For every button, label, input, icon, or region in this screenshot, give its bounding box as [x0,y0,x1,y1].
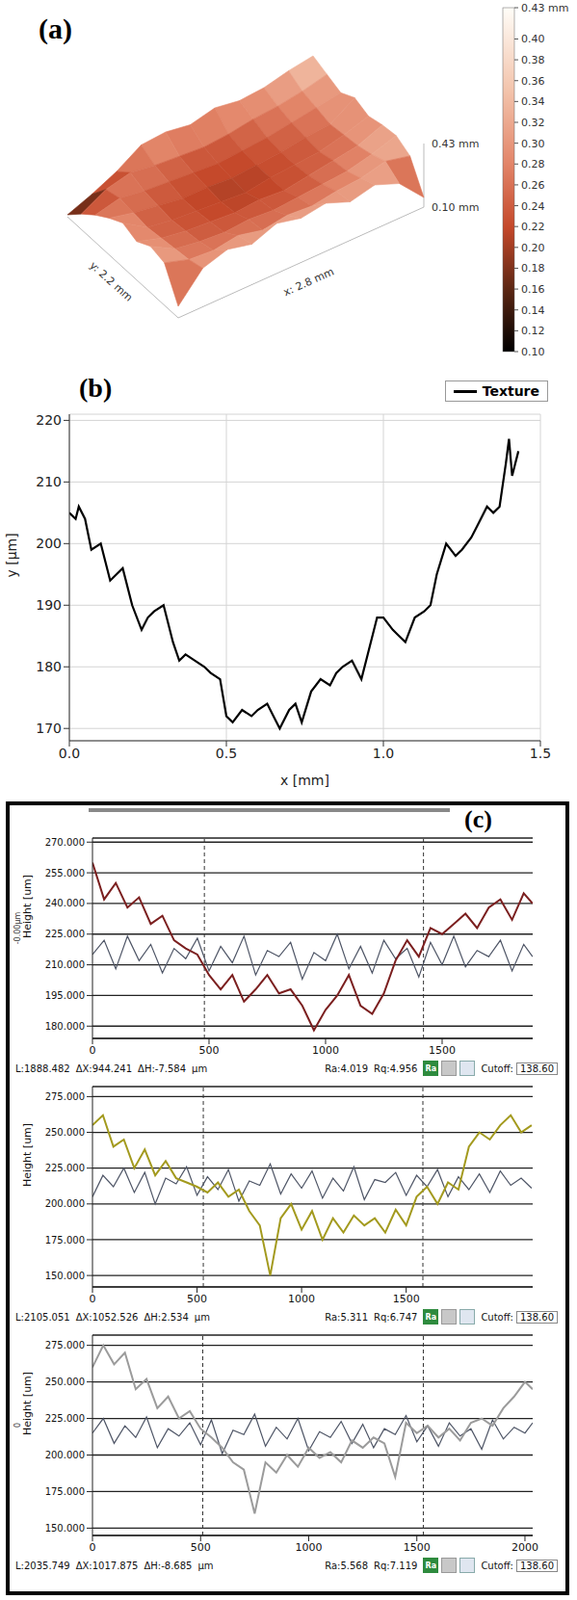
svg-text:0: 0 [89,1292,97,1306]
html-text:ΔX:1017.875: ΔX:1017.875 [75,1560,139,1571]
html-text:0: 0 [13,1422,22,1428]
html-text:Ra:4.019 Rq:4.956: Ra:4.019 Rq:4.956 [324,1062,418,1074]
html-text:Rq:7.119: Rq:7.119 [373,1560,418,1571]
svg-text:1000: 1000 [294,1541,322,1554]
svg-text:0.32: 0.32 [521,116,546,130]
html-text:Ra:5.568: Ra:5.568 [324,1560,369,1571]
html-text:Cutoff:: Cutoff: [481,1560,514,1571]
svg-text:1500: 1500 [403,1541,431,1554]
html-text:Ra: Ra [425,1063,437,1073]
svg-text:(a): (a) [38,12,73,46]
svg-text:500: 500 [190,1541,211,1554]
svg-text:0.16: 0.16 [521,283,546,296]
svg-text:0.20: 0.20 [521,241,546,255]
svg-text:275.000: 275.000 [45,1091,85,1102]
svg-text:0.22: 0.22 [521,220,546,234]
svg-text:200: 200 [35,535,62,551]
svg-text:0: 0 [89,1044,97,1057]
svg-text:180: 180 [35,658,62,675]
svg-text:500: 500 [186,1292,208,1306]
svg-text:190: 190 [35,597,62,613]
html-text:138.60: 138.60 [520,1560,554,1571]
html-text:(c): (c) [464,805,493,834]
html-text:138.60: 138.60 [520,1062,554,1074]
html-text:L:2105.051 ΔX:1052.526 ΔH:2.53: L:2105.051 ΔX:1052.526 ΔH:2.534 [15,1311,189,1323]
html-text:(b): (b) [78,372,112,403]
svg-text:0.5: 0.5 [215,745,237,761]
html-text:Cutoff:: Cutoff: [481,1062,514,1074]
html-text:ΔH:-8.685: ΔH:-8.685 [143,1560,193,1571]
html-text:µm: µm [191,1062,208,1074]
svg-text:y [µm]: y [µm] [3,532,20,577]
svg-text:0.28: 0.28 [521,157,546,171]
html-text:Texture: Texture [482,383,540,399]
svg-text:0.24: 0.24 [521,200,546,213]
svg-text:220: 220 [35,412,62,428]
svg-text:250.000: 250.000 [45,1127,85,1138]
html-text:µm: µm [197,1560,214,1571]
svg-text:0.12: 0.12 [521,324,546,338]
svg-text:1500: 1500 [428,1044,456,1057]
svg-text:0.10 mm: 0.10 mm [431,201,479,214]
svg-text:0.10: 0.10 [521,345,546,359]
svg-text:200.000: 200.000 [45,1198,85,1209]
svg-text:150.000: 150.000 [45,1270,85,1282]
svg-text:275.000: 275.000 [45,1339,85,1351]
svg-text:1000: 1000 [288,1292,315,1306]
svg-text:0.26: 0.26 [521,179,546,192]
svg-text:0.34: 0.34 [521,95,546,108]
svg-text:0.14: 0.14 [521,304,546,317]
svg-text:Height [um]: Height [um] [21,1123,34,1187]
html-text:µm: µm [194,1311,210,1323]
svg-text:Height [um]: Height [um] [21,874,34,939]
svg-text:270.000: 270.000 [45,837,85,848]
html-text:Ra: Ra [425,1312,437,1322]
html-text:Ra:5.311 Rq:6.747: Ra:5.311 Rq:6.747 [324,1311,418,1323]
html-text:L:1888.482 ΔX:944.241 ΔH:-7.58: L:1888.482 ΔX:944.241 ΔH:-7.584 [15,1062,186,1074]
svg-text:175.000: 175.000 [45,1486,85,1497]
svg-text:2000: 2000 [511,1541,539,1554]
html-text:138.60: 138.60 [520,1311,554,1323]
svg-text:y: 2.2 mm: y: 2.2 mm [86,259,135,305]
svg-text:240.000: 240.000 [45,897,85,909]
svg-text:0.0: 0.0 [58,745,80,761]
html-text:L:2035.749: L:2035.749 [15,1560,71,1571]
svg-text:210: 210 [35,473,62,490]
svg-text:0: 0 [89,1541,97,1554]
svg-text:175.000: 175.000 [45,1234,85,1246]
svg-text:210.000: 210.000 [45,959,85,971]
svg-text:Height [um]: Height [um] [21,1371,34,1436]
svg-text:0.18: 0.18 [521,262,546,275]
svg-text:170: 170 [35,720,62,736]
html-text:Cutoff:: Cutoff: [481,1311,514,1323]
svg-text:150.000: 150.000 [45,1522,85,1534]
html-text:-0.00µm: -0.00µm [13,911,22,945]
svg-text:225.000: 225.000 [45,1162,85,1174]
svg-text:195.000: 195.000 [45,990,85,1001]
svg-text:1000: 1000 [312,1044,340,1057]
html-text:Ra: Ra [425,1560,437,1570]
svg-text:255.000: 255.000 [45,867,85,879]
svg-text:500: 500 [198,1044,219,1057]
svg-text:0.43 mm: 0.43 mm [521,1,569,15]
svg-text:0.40: 0.40 [521,32,546,46]
svg-text:0.38: 0.38 [521,53,546,67]
svg-text:225.000: 225.000 [45,928,85,940]
svg-text:0.43 mm: 0.43 mm [431,137,479,151]
svg-text:180.000: 180.000 [45,1021,85,1032]
svg-text:250.000: 250.000 [45,1376,85,1388]
svg-text:0.30: 0.30 [521,137,546,151]
svg-text:x [mm]: x [mm] [280,772,330,788]
svg-text:200.000: 200.000 [45,1449,85,1461]
svg-text:1.0: 1.0 [372,745,394,761]
svg-text:1.5: 1.5 [529,745,551,761]
svg-text:x: 2.8 mm: x: 2.8 mm [281,264,337,299]
svg-text:0.36: 0.36 [521,75,546,88]
svg-text:225.000: 225.000 [45,1413,85,1424]
svg-text:1500: 1500 [393,1292,420,1306]
